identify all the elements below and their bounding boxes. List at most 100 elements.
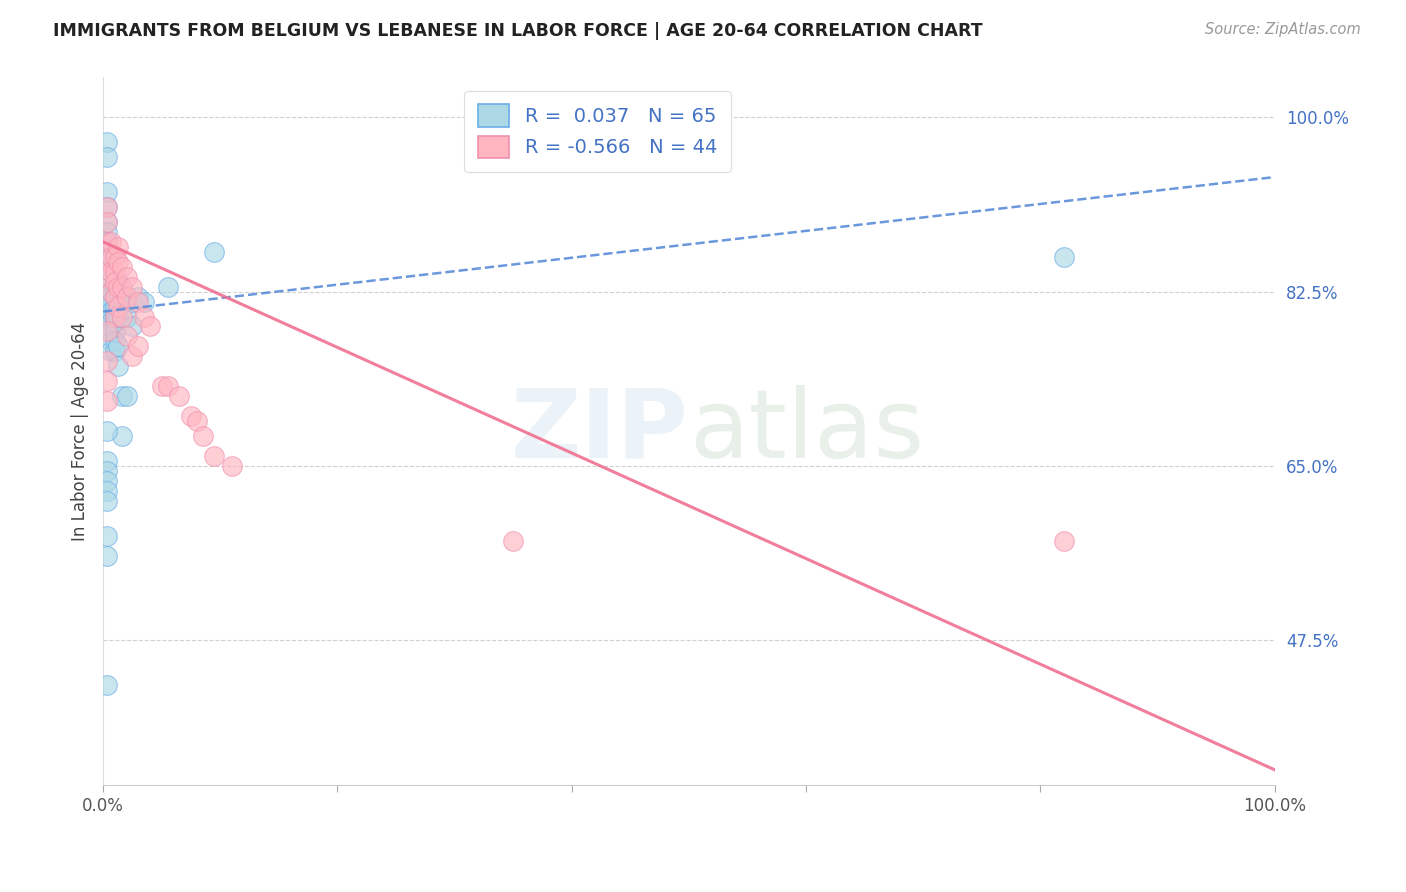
Point <box>100 304 122 318</box>
Point <box>204 449 226 463</box>
Point <box>96 374 118 388</box>
Point <box>104 344 127 359</box>
Point <box>96 215 118 229</box>
Point <box>96 464 118 478</box>
Point <box>107 359 129 374</box>
Point <box>96 244 118 259</box>
Point <box>111 310 134 324</box>
Point <box>107 240 129 254</box>
Point <box>96 150 118 164</box>
Point <box>107 300 129 314</box>
Point <box>96 254 118 268</box>
Point <box>96 549 118 563</box>
Text: ZIP: ZIP <box>510 384 689 477</box>
Point <box>104 300 127 314</box>
Point <box>96 678 118 692</box>
Point <box>100 285 122 299</box>
Point <box>96 135 118 149</box>
Point <box>1053 250 1076 264</box>
Point <box>204 244 226 259</box>
Point <box>104 275 127 289</box>
Point <box>134 310 156 324</box>
Point <box>100 265 122 279</box>
Point <box>98 304 121 318</box>
Point <box>107 254 129 268</box>
Point <box>121 350 143 364</box>
Text: atlas: atlas <box>689 384 924 477</box>
Point <box>127 294 149 309</box>
Point <box>127 290 149 304</box>
Point <box>134 294 156 309</box>
Point <box>100 275 122 289</box>
Point <box>96 493 118 508</box>
Point <box>121 279 143 293</box>
Point <box>100 344 122 359</box>
Point <box>156 279 179 293</box>
Point <box>1053 533 1076 548</box>
Point <box>107 290 129 304</box>
Point <box>96 454 118 468</box>
Point <box>115 269 138 284</box>
Point <box>104 334 127 349</box>
Point <box>100 294 122 309</box>
Point <box>100 285 122 299</box>
Point <box>111 429 134 443</box>
Point <box>104 325 127 339</box>
Point <box>98 275 121 289</box>
Point <box>115 310 138 324</box>
Point <box>98 314 121 328</box>
Point <box>107 310 129 324</box>
Y-axis label: In Labor Force | Age 20-64: In Labor Force | Age 20-64 <box>72 321 89 541</box>
Point <box>111 260 134 274</box>
Point <box>98 294 121 309</box>
Point <box>104 290 127 304</box>
Point <box>502 533 524 548</box>
Text: IMMIGRANTS FROM BELGIUM VS LEBANESE IN LABOR FORCE | AGE 20-64 CORRELATION CHART: IMMIGRANTS FROM BELGIUM VS LEBANESE IN L… <box>53 22 983 40</box>
Point <box>169 389 191 403</box>
Point <box>111 290 134 304</box>
Point <box>104 279 127 293</box>
Point <box>111 279 134 293</box>
Point <box>96 483 118 498</box>
Point <box>156 379 179 393</box>
Point <box>180 409 202 424</box>
Point <box>191 429 214 443</box>
Point <box>96 394 118 409</box>
Point <box>98 285 121 299</box>
Point <box>104 265 127 279</box>
Point <box>96 185 118 199</box>
Point <box>107 339 129 353</box>
Point <box>104 290 127 304</box>
Point <box>96 200 118 214</box>
Text: Source: ZipAtlas.com: Source: ZipAtlas.com <box>1205 22 1361 37</box>
Point <box>104 250 127 264</box>
Point <box>96 254 118 268</box>
Point <box>96 474 118 488</box>
Point <box>98 300 121 314</box>
Point <box>150 379 173 393</box>
Point <box>98 290 121 304</box>
Point <box>100 314 122 328</box>
Point <box>96 225 118 239</box>
Point <box>100 235 122 249</box>
Point <box>104 314 127 328</box>
Point <box>100 325 122 339</box>
Point <box>98 310 121 324</box>
Point <box>96 235 118 249</box>
Point <box>96 215 118 229</box>
Point <box>98 279 121 293</box>
Point <box>96 200 118 214</box>
Point <box>127 339 149 353</box>
Point <box>107 275 129 289</box>
Point <box>111 389 134 403</box>
Point <box>96 325 118 339</box>
Point <box>221 458 243 473</box>
Point <box>100 334 122 349</box>
Point <box>104 310 127 324</box>
Point <box>115 329 138 343</box>
Point <box>96 424 118 438</box>
Point <box>111 279 134 293</box>
Point <box>107 300 129 314</box>
Point <box>104 310 127 324</box>
Point <box>96 235 118 249</box>
